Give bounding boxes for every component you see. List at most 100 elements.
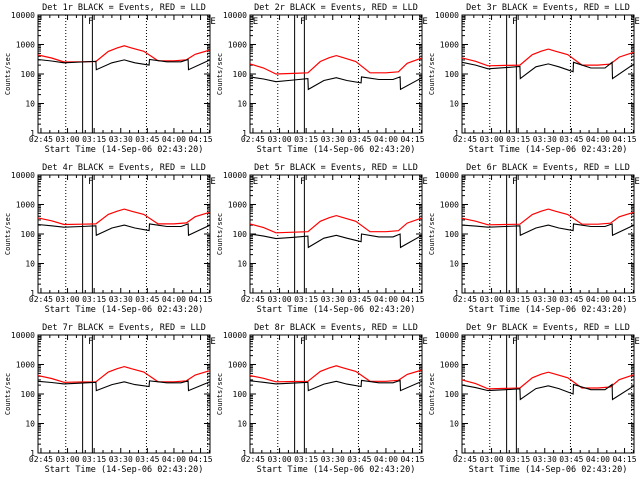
- events-series-line: [461, 223, 635, 237]
- x-tick-label: 02:45: [29, 135, 53, 144]
- panel-title: Det 1r BLACK = Events, RED = LLD: [42, 3, 206, 13]
- y-tick-label: 10: [237, 260, 247, 269]
- detector-panel-9: Det 9r BLACK = Events, RED = LLD 1 10 100 10…: [428, 323, 640, 475]
- y-tick-label: 10000: [435, 331, 459, 340]
- y-tick-label: 10000: [11, 331, 35, 340]
- events-series-line: [249, 233, 423, 249]
- y-tick-label: 1: [30, 129, 35, 138]
- events-series-line: [461, 383, 635, 401]
- x-tick-label: 03:15: [294, 135, 318, 144]
- event-marker: E: [422, 337, 427, 347]
- x-tick-label: 04:15: [400, 455, 424, 464]
- x-tick-label: 04:00: [162, 135, 186, 144]
- x-tick-label: 04:00: [374, 135, 398, 144]
- y-tick-label: 10: [449, 420, 459, 429]
- y-tick-label: 1000: [16, 201, 35, 210]
- y-tick-label: 1000: [16, 41, 35, 50]
- y-axis-label: Counts/sec: [4, 373, 12, 415]
- x-tick-label: 04:15: [188, 455, 212, 464]
- x-tick-label: 03:15: [82, 295, 106, 304]
- x-tick-label: 03:30: [533, 455, 557, 464]
- detector-panel-3: Det 3r BLACK = Events, RED = LLD 1 10 100 10…: [428, 3, 640, 155]
- detector-panel-4: Det 4r BLACK = Events, RED = LLD 1 10 100 10…: [4, 163, 216, 315]
- event-marker: F: [300, 17, 305, 27]
- y-axis-label: Counts/sec: [216, 373, 224, 415]
- x-tick-label: 03:00: [268, 295, 292, 304]
- event-marker: F: [512, 17, 517, 27]
- event-marker: F: [88, 337, 93, 347]
- x-tick-label: 02:45: [453, 135, 477, 144]
- y-tick-label: 100: [445, 390, 460, 399]
- x-axis-label: Start Time (14-Sep-06 02:43:20): [45, 145, 204, 155]
- plot-frame: [461, 174, 635, 294]
- panel-title: Det 8r BLACK = Events, RED = LLD: [254, 323, 418, 333]
- x-tick-label: 03:30: [533, 135, 557, 144]
- x-tick-label: 04:15: [612, 295, 636, 304]
- event-marker: F: [300, 177, 305, 187]
- y-tick-label: 10000: [223, 171, 247, 180]
- lld-series-line: [37, 45, 211, 63]
- x-tick-label: 03:15: [506, 455, 530, 464]
- y-axis-label: Counts/sec: [216, 53, 224, 95]
- y-tick-label: 1: [454, 289, 459, 298]
- y-tick-label: 1000: [228, 361, 247, 370]
- x-tick-label: 02:45: [241, 135, 265, 144]
- x-tick-label: 03:00: [480, 455, 504, 464]
- events-series-line: [249, 379, 423, 392]
- x-tick-label: 03:00: [56, 295, 80, 304]
- x-tick-label: 03:30: [321, 455, 345, 464]
- x-tick-label: 04:00: [162, 455, 186, 464]
- x-tick-label: 04:15: [400, 295, 424, 304]
- y-tick-label: 100: [21, 390, 36, 399]
- y-tick-label: 1000: [16, 361, 35, 370]
- y-tick-label: 100: [21, 70, 36, 79]
- y-tick-label: 1: [30, 289, 35, 298]
- x-axis-label: Start Time (14-Sep-06 02:43:20): [257, 465, 416, 475]
- y-tick-label: 1000: [228, 201, 247, 210]
- x-tick-label: 03:00: [56, 135, 80, 144]
- x-tick-label: 03:45: [559, 455, 583, 464]
- x-tick-label: 04:00: [586, 135, 610, 144]
- event-marker: F: [88, 177, 93, 187]
- x-tick-label: 03:30: [109, 295, 133, 304]
- x-tick-label: 03:45: [347, 455, 371, 464]
- x-tick-label: 03:30: [109, 455, 133, 464]
- panel-title: Det 2r BLACK = Events, RED = LLD: [254, 3, 418, 13]
- y-tick-label: 1: [242, 289, 247, 298]
- detector-panel-2: Det 2r BLACK = Events, RED = LLD 1 10 100 10…: [216, 3, 428, 155]
- x-axis-label: Start Time (14-Sep-06 02:43:20): [257, 145, 416, 155]
- y-tick-label: 10000: [223, 11, 247, 20]
- x-tick-label: 03:00: [268, 455, 292, 464]
- event-marker: E: [210, 177, 215, 187]
- x-tick-label: 03:30: [321, 135, 345, 144]
- y-tick-label: 100: [21, 230, 36, 239]
- x-tick-label: 02:45: [29, 295, 53, 304]
- lld-series-line: [37, 208, 211, 226]
- detector-panel-7: Det 7r BLACK = Events, RED = LLD 1 10 100 10…: [4, 323, 216, 475]
- detector-panel-6: Det 6r BLACK = Events, RED = LLD 1 10 100 10…: [428, 163, 640, 315]
- x-tick-label: 04:15: [612, 455, 636, 464]
- x-axis-label: Start Time (14-Sep-06 02:43:20): [469, 305, 628, 315]
- y-tick-label: 10: [237, 420, 247, 429]
- x-axis-label: Start Time (14-Sep-06 02:43:20): [257, 305, 416, 315]
- x-tick-label: 04:00: [586, 455, 610, 464]
- lld-series-line: [461, 371, 635, 390]
- x-tick-label: 03:15: [82, 455, 106, 464]
- y-tick-label: 1000: [440, 41, 459, 50]
- x-tick-label: 03:45: [559, 295, 583, 304]
- y-tick-label: 10000: [11, 171, 35, 180]
- y-tick-label: 10: [237, 100, 247, 109]
- event-marker: F: [88, 17, 93, 27]
- events-series-line: [249, 76, 423, 91]
- y-tick-label: 10000: [223, 331, 247, 340]
- y-tick-label: 10000: [11, 11, 35, 20]
- y-tick-label: 1: [30, 449, 35, 458]
- y-tick-label: 1000: [440, 201, 459, 210]
- x-tick-label: 03:00: [56, 455, 80, 464]
- x-tick-label: 02:45: [453, 295, 477, 304]
- plot-frame: [37, 174, 211, 294]
- x-tick-label: 03:45: [135, 295, 159, 304]
- x-tick-label: 04:15: [188, 135, 212, 144]
- x-axis-label: Start Time (14-Sep-06 02:43:20): [469, 145, 628, 155]
- detector-panel-8: Det 8r BLACK = Events, RED = LLD 1 10 100 10…: [216, 323, 428, 475]
